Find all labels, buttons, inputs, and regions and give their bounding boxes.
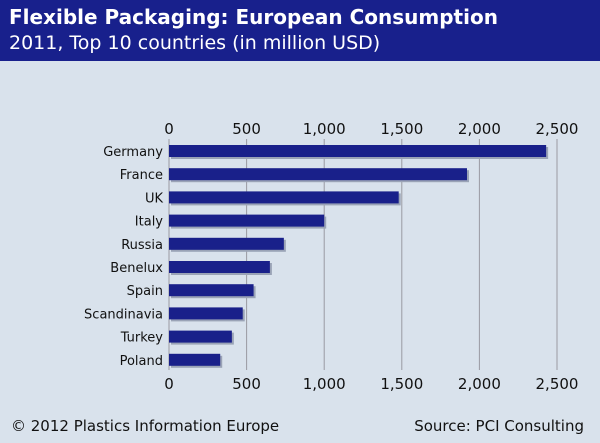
category-label: Turkey bbox=[120, 331, 164, 346]
category-label: UK bbox=[145, 191, 164, 206]
x-tick-label-bottom: 2,000 bbox=[458, 375, 501, 393]
category-label: Spain bbox=[127, 284, 163, 299]
x-tick-label-top: 1,500 bbox=[380, 120, 423, 138]
category-label: Russia bbox=[121, 238, 163, 253]
y-axis-categories: Germany France UK Italy Russia Benelux Spain Sc… bbox=[84, 145, 163, 369]
chart-subtitle: 2011, Top 10 countries (in million USD) bbox=[9, 32, 381, 54]
bar bbox=[169, 168, 467, 181]
category-label: Italy bbox=[135, 215, 164, 230]
category-label: France bbox=[120, 168, 163, 183]
bar bbox=[169, 145, 547, 157]
x-tick-label-bottom: 1,500 bbox=[380, 375, 423, 393]
chart-header: Flexible Packaging: European Consumption… bbox=[0, 0, 600, 61]
category-label: Poland bbox=[120, 354, 163, 369]
x-tick-label-bottom: 500 bbox=[232, 375, 261, 393]
x-tick-label-top: 2,500 bbox=[536, 120, 579, 138]
x-tick-label-bottom: 2,500 bbox=[536, 375, 579, 393]
bar bbox=[169, 237, 284, 250]
x-axis-top: 0 500 1,000 1,500 2,000 2,500 bbox=[164, 120, 578, 138]
source-note: Source: PCI Consulting bbox=[414, 417, 584, 435]
category-label: Benelux bbox=[110, 261, 163, 276]
x-tick-label-top: 2,000 bbox=[458, 120, 501, 138]
category-label: Germany bbox=[103, 145, 163, 160]
x-tick-label-top: 1,000 bbox=[303, 120, 346, 138]
bar-chart: 0 500 1,000 1,500 2,000 2,500 0 500 1,000 1,500 2… bbox=[84, 120, 578, 393]
x-tick-label-top: 0 bbox=[164, 120, 174, 138]
bar bbox=[169, 353, 221, 366]
x-tick-label-bottom: 0 bbox=[164, 375, 174, 393]
bar bbox=[169, 330, 232, 343]
copyright-note: © 2012 Plastics Information Europe bbox=[11, 417, 280, 435]
x-tick-label-top: 500 bbox=[232, 120, 261, 138]
chart-title: Flexible Packaging: European Consumption bbox=[9, 5, 498, 29]
x-tick-label-bottom: 1,000 bbox=[303, 375, 346, 393]
bar bbox=[169, 284, 254, 297]
bar bbox=[169, 261, 270, 273]
bars bbox=[169, 145, 547, 366]
bar bbox=[169, 307, 243, 320]
bar bbox=[169, 214, 325, 227]
category-label: Scandinavia bbox=[84, 307, 163, 322]
bar bbox=[169, 191, 399, 204]
x-axis-bottom: 0 500 1,000 1,500 2,000 2,500 bbox=[164, 375, 578, 393]
